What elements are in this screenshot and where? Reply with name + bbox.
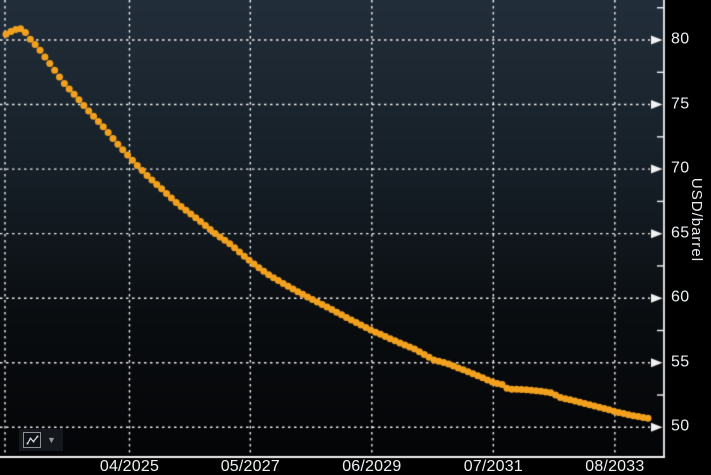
y-tick-label: 55 [671, 353, 690, 371]
y-axis-unit-label: USD/barrel [688, 177, 705, 263]
line-chart-icon [26, 435, 39, 446]
y-tick-label: 80 [671, 30, 690, 48]
x-tick-label: 08/2033 [585, 458, 645, 475]
y-tick-label: 75 [671, 95, 690, 113]
chart-toolbar: ▼ [19, 429, 63, 451]
x-tick-label: 05/2027 [220, 458, 280, 475]
y-tick-label: 50 [671, 417, 690, 435]
y-tick-label: 65 [671, 224, 690, 242]
y-tick-label: 70 [671, 159, 690, 177]
y-tick-label: 60 [671, 288, 690, 306]
x-tick-label: 04/2025 [99, 458, 160, 475]
x-tick-label: 06/2029 [342, 458, 402, 475]
chart-type-dropdown-button[interactable]: ▼ [46, 434, 57, 447]
chart-type-button[interactable] [23, 432, 41, 448]
x-tick-label: 07/2031 [463, 458, 523, 475]
chevron-down-icon: ▼ [47, 434, 56, 445]
